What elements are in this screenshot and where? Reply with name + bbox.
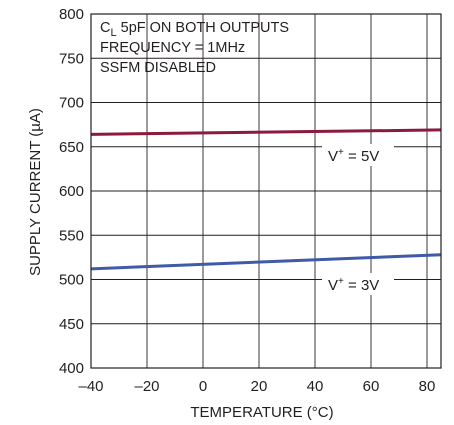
series-label-bg-5v [322, 144, 394, 166]
y-tick-label: 500 [59, 272, 84, 289]
series-line-0 [90, 128, 442, 136]
tick-labels: –40 –20 0 20 40 60 80 400 450 500 550 600 650 700 750 8… [59, 6, 435, 395]
y-tick-label: 450 [59, 316, 84, 333]
x-tick-label: 40 [307, 378, 324, 395]
x-tick-label: –20 [134, 378, 159, 395]
annotation: CL 5pF ON BOTH OUTPUTS FREQUENCY = 1MHz … [100, 20, 289, 76]
y-tick-label: 400 [59, 360, 84, 377]
x-tick-label: 20 [251, 378, 268, 395]
series-label-bg-3v [322, 273, 394, 295]
x-tick-label: 0 [199, 378, 207, 395]
plot-frame [90, 13, 442, 369]
annotation-line-1: CL 5pF ON BOTH OUTPUTS [100, 20, 289, 39]
y-tick-label: 550 [59, 227, 84, 244]
y-tick-label: 650 [59, 139, 84, 156]
y-axis-title: SUPPLY CURRENT (µA) [27, 108, 44, 276]
x-axis-title: TEMPERATURE (°C) [190, 404, 333, 421]
series-line-1 [90, 253, 442, 271]
annotation-line-3: SSFM DISABLED [100, 60, 216, 76]
y-tick-label: 600 [59, 183, 84, 200]
y-tick-label: 700 [59, 95, 84, 112]
x-tick-label: –40 [78, 378, 103, 395]
x-tick-label: 80 [419, 378, 436, 395]
series-label-3v: V+ = 3V [328, 276, 379, 294]
annotation-line-2: FREQUENCY = 1MHz [100, 40, 245, 56]
series-label-5v: V+ = 5V [328, 147, 379, 165]
y-tick-label: 800 [59, 6, 84, 23]
y-tick-label: 750 [59, 50, 84, 67]
x-tick-label: 60 [363, 378, 380, 395]
grid [91, 14, 441, 368]
series-lines [90, 128, 442, 271]
